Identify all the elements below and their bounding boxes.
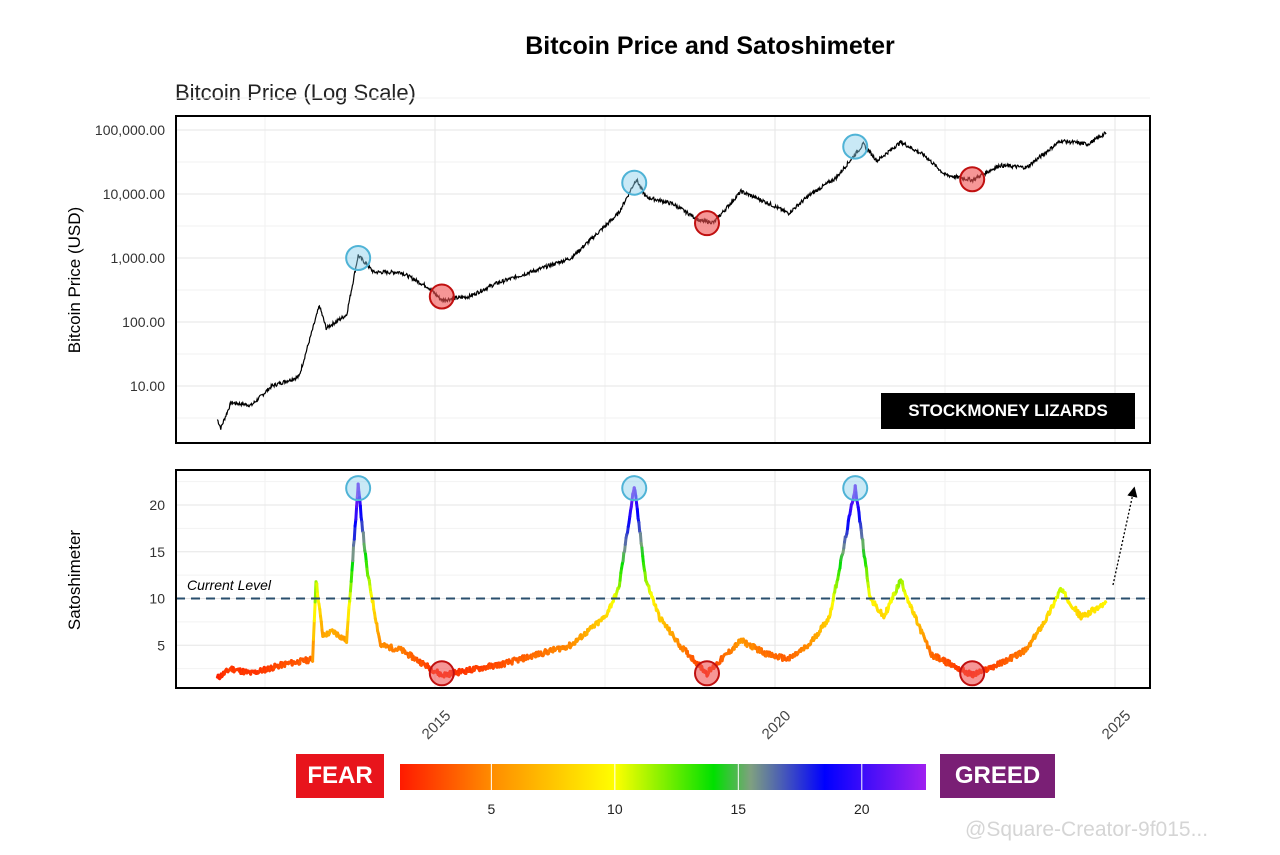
satoshimeter-panel: 2015 2020 2025 5 10 15 20 (149, 469, 1151, 743)
satoshimeter-y-tick-label: 10 (149, 591, 165, 607)
satoshimeter-segment (311, 619, 316, 641)
satoshimeter-bottom-marker (694, 660, 720, 687)
price-y-tick-label: 10,000.00 (103, 186, 165, 202)
price-peak-marker (345, 245, 372, 271)
price-y-axis-label: Bitcoin Price (USD) (65, 207, 84, 353)
watermark: @Square-Creator-9f015... (965, 818, 1209, 841)
satoshimeter-segment (315, 582, 320, 596)
price-bottom-marker (428, 283, 455, 310)
colorscale-tick-label: 15 (731, 801, 747, 817)
satoshimeter-segment (638, 532, 643, 545)
x-tick-label: 2025 (1099, 707, 1135, 743)
satoshimeter-bottom-marker (959, 660, 986, 687)
satoshimeter-segment (349, 568, 354, 583)
x-tick-label: 2020 (759, 707, 795, 743)
price-line (216, 131, 1107, 430)
satoshimeter-peak-marker (621, 475, 648, 502)
x-tick-label: 2015 (419, 707, 455, 743)
colorscale-tick-label: 10 (607, 801, 623, 817)
satoshimeter-peak-marker (345, 475, 372, 502)
satoshimeter-peak-marker (842, 475, 869, 502)
chart-title: Bitcoin Price and Satoshimeter (525, 32, 895, 60)
satoshimeter-segment (312, 600, 317, 623)
satoshimeter-segment (361, 531, 366, 546)
satoshimeter-segment (311, 637, 315, 663)
satoshimeter-segment (352, 524, 357, 541)
current-level-label: Current Level (187, 577, 272, 593)
price-bottom-marker (959, 166, 986, 193)
satoshimeter-y-axis-label: Satoshimeter (65, 530, 84, 630)
price-peak-marker (842, 133, 869, 160)
greed-label: GREED (940, 754, 1055, 798)
satoshimeter-segment (358, 504, 363, 519)
colorscale-bar (400, 764, 926, 790)
trend-arrow (1112, 486, 1138, 586)
colorscale-tick-label: 20 (854, 801, 870, 817)
satoshimeter-segment (355, 494, 359, 508)
price-peak-marker (621, 169, 648, 196)
satoshimeter-segment (1104, 600, 1108, 604)
satoshimeter-segment (351, 543, 356, 563)
satoshimeter-segment (345, 617, 350, 631)
price-y-tick-label: 1,000.00 (111, 250, 166, 266)
colorscale-tick-label: 5 (487, 801, 495, 817)
price-panel: 10.00 100.00 1,000.00 10,000.00 100,000.00 (95, 97, 1151, 444)
price-y-tick-label: 100,000.00 (95, 122, 165, 138)
satoshimeter-segment (345, 627, 349, 644)
satoshimeter-y-tick-label: 15 (149, 544, 165, 560)
price-bottom-marker (694, 210, 720, 237)
satoshimeter-segment (346, 605, 351, 621)
satoshimeter-y-tick-label: 20 (149, 497, 165, 513)
brand-annotation: STOCKMONEY LIZARDS (881, 393, 1135, 429)
satoshimeter-bottom-marker (428, 660, 455, 687)
satoshimeter-segment (348, 589, 352, 603)
price-panel-frame (175, 115, 1151, 444)
satoshimeter-panel-frame (175, 469, 1151, 689)
satoshimeter-segment (635, 507, 640, 520)
satoshimeter-segment (861, 538, 865, 552)
price-y-tick-label: 10.00 (130, 378, 165, 394)
satoshimeter-y-tick-label: 5 (157, 637, 165, 653)
satoshimeter-segment (350, 559, 355, 572)
satoshimeter-segment (354, 504, 359, 521)
chart-subtitle: Bitcoin Price (Log Scale) (175, 80, 416, 105)
satoshimeter-segment (348, 579, 353, 593)
fear-label: FEAR (296, 754, 384, 798)
colorscale-legend: 5 10 15 20 (400, 764, 926, 817)
price-y-tick-label: 100.00 (122, 314, 165, 330)
satoshimeter-segment (864, 567, 869, 580)
